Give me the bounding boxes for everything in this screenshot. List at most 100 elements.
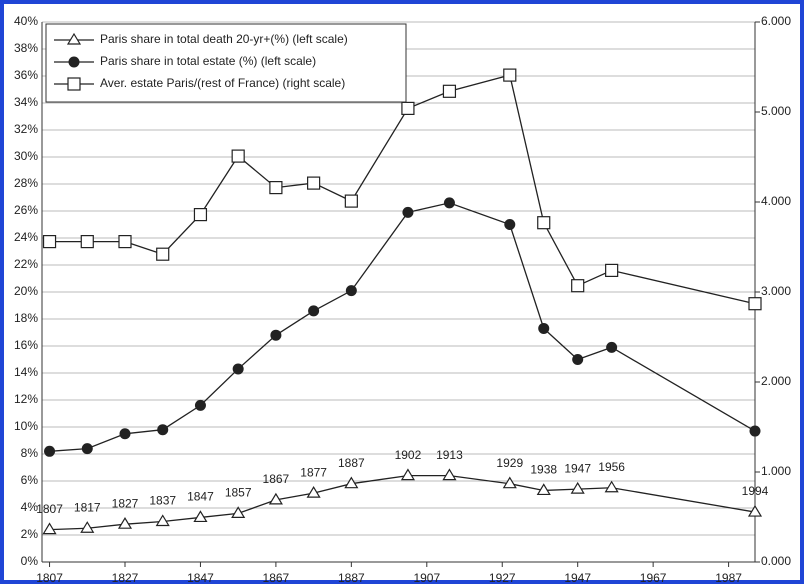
marker (307, 176, 321, 190)
point-label: 1938 (530, 463, 557, 477)
point-label: 1877 (300, 465, 327, 479)
x-tick-label: 1927 (489, 571, 516, 584)
marker (269, 181, 283, 195)
y-tick-label: 12% (14, 392, 38, 406)
y-tick-label: 30% (14, 149, 38, 163)
y2-tick-label: 3.000 (761, 284, 791, 298)
marker (402, 206, 414, 218)
marker (306, 485, 321, 498)
marker (747, 504, 763, 517)
y2-tick-label: 5.000 (761, 104, 791, 118)
marker (118, 235, 132, 249)
y-tick-label: 24% (14, 230, 38, 244)
y2-tick-label: 1.000 (761, 464, 791, 478)
y-tick-label: 16% (14, 338, 38, 352)
y-tick-label: 4% (21, 500, 39, 514)
legend-label: Aver. estate Paris/(rest of France) (rig… (100, 76, 345, 90)
marker (748, 297, 762, 311)
y-tick-label: 8% (21, 446, 39, 460)
marker (605, 263, 619, 277)
marker (604, 480, 619, 493)
marker (344, 194, 358, 208)
y-tick-label: 40% (14, 14, 38, 28)
marker (442, 468, 457, 481)
marker (400, 468, 415, 481)
marker (42, 235, 57, 249)
marker (157, 424, 169, 436)
x-tick-label: 1847 (187, 571, 214, 584)
legend-label: Paris share in total estate (%) (left sc… (100, 54, 316, 68)
point-label: 1837 (149, 494, 176, 508)
marker (156, 247, 170, 261)
series-line (49, 202, 756, 452)
marker (503, 68, 517, 82)
x-tick-label: 1907 (413, 571, 440, 584)
marker (270, 329, 282, 341)
y-tick-label: 10% (14, 419, 38, 433)
y2-tick-label: 6.000 (761, 14, 791, 28)
legend: Paris share in total death 20-yr+(%) (le… (45, 23, 407, 103)
marker (231, 149, 245, 163)
marker (442, 84, 457, 98)
series-line (49, 474, 756, 531)
series-line (49, 74, 756, 305)
y-tick-label: 20% (14, 284, 38, 298)
y-tick-label: 38% (14, 41, 38, 55)
x-tick-label: 1807 (36, 571, 63, 584)
point-label: 1929 (496, 456, 523, 470)
legend-label: Paris share in total death 20-yr+(%) (le… (100, 32, 348, 46)
marker (42, 522, 57, 535)
marker (570, 481, 585, 494)
x-tick-label: 1867 (263, 571, 290, 584)
marker (119, 428, 131, 440)
marker (117, 517, 133, 529)
x-tick-label: 1827 (112, 571, 139, 584)
x-tick-label: 1947 (564, 571, 591, 584)
y-tick-label: 28% (14, 176, 38, 190)
marker (68, 56, 80, 68)
point-label: 1913 (436, 448, 463, 462)
y-tick-label: 0% (21, 554, 39, 568)
marker (308, 305, 320, 317)
marker (749, 425, 761, 437)
point-label: 1807 (36, 502, 63, 516)
x-tick-label: 1967 (640, 571, 667, 584)
marker (66, 32, 82, 45)
marker (344, 476, 359, 489)
y-tick-label: 26% (14, 203, 38, 217)
marker (401, 101, 415, 116)
x-tick-label: 1987 (715, 571, 742, 584)
marker (571, 279, 585, 293)
marker (193, 208, 208, 222)
marker (572, 354, 584, 365)
marker (268, 492, 283, 505)
marker (443, 197, 455, 209)
marker (155, 514, 170, 527)
point-label: 1847 (187, 490, 214, 504)
y-tick-label: 14% (14, 365, 38, 379)
y-tick-label: 34% (14, 95, 38, 109)
marker (232, 363, 244, 375)
point-label: 1857 (225, 486, 252, 500)
marker (504, 219, 516, 230)
marker (193, 510, 208, 523)
marker (81, 443, 93, 455)
marker (345, 285, 357, 297)
y-tick-label: 22% (14, 257, 38, 271)
y-tick-label: 36% (14, 68, 38, 82)
point-label: 1902 (395, 448, 422, 462)
marker (231, 506, 246, 518)
marker (67, 77, 81, 91)
legend-box (45, 23, 407, 103)
point-label: 1827 (112, 496, 139, 510)
marker (80, 521, 95, 533)
point-label: 1817 (74, 500, 101, 514)
marker (502, 476, 517, 489)
y-tick-label: 2% (21, 527, 39, 541)
marker (44, 445, 56, 457)
y-tick-label: 32% (14, 122, 38, 136)
y2-tick-label: 2.000 (761, 374, 791, 388)
point-label: 1867 (263, 472, 290, 486)
marker (194, 399, 206, 411)
